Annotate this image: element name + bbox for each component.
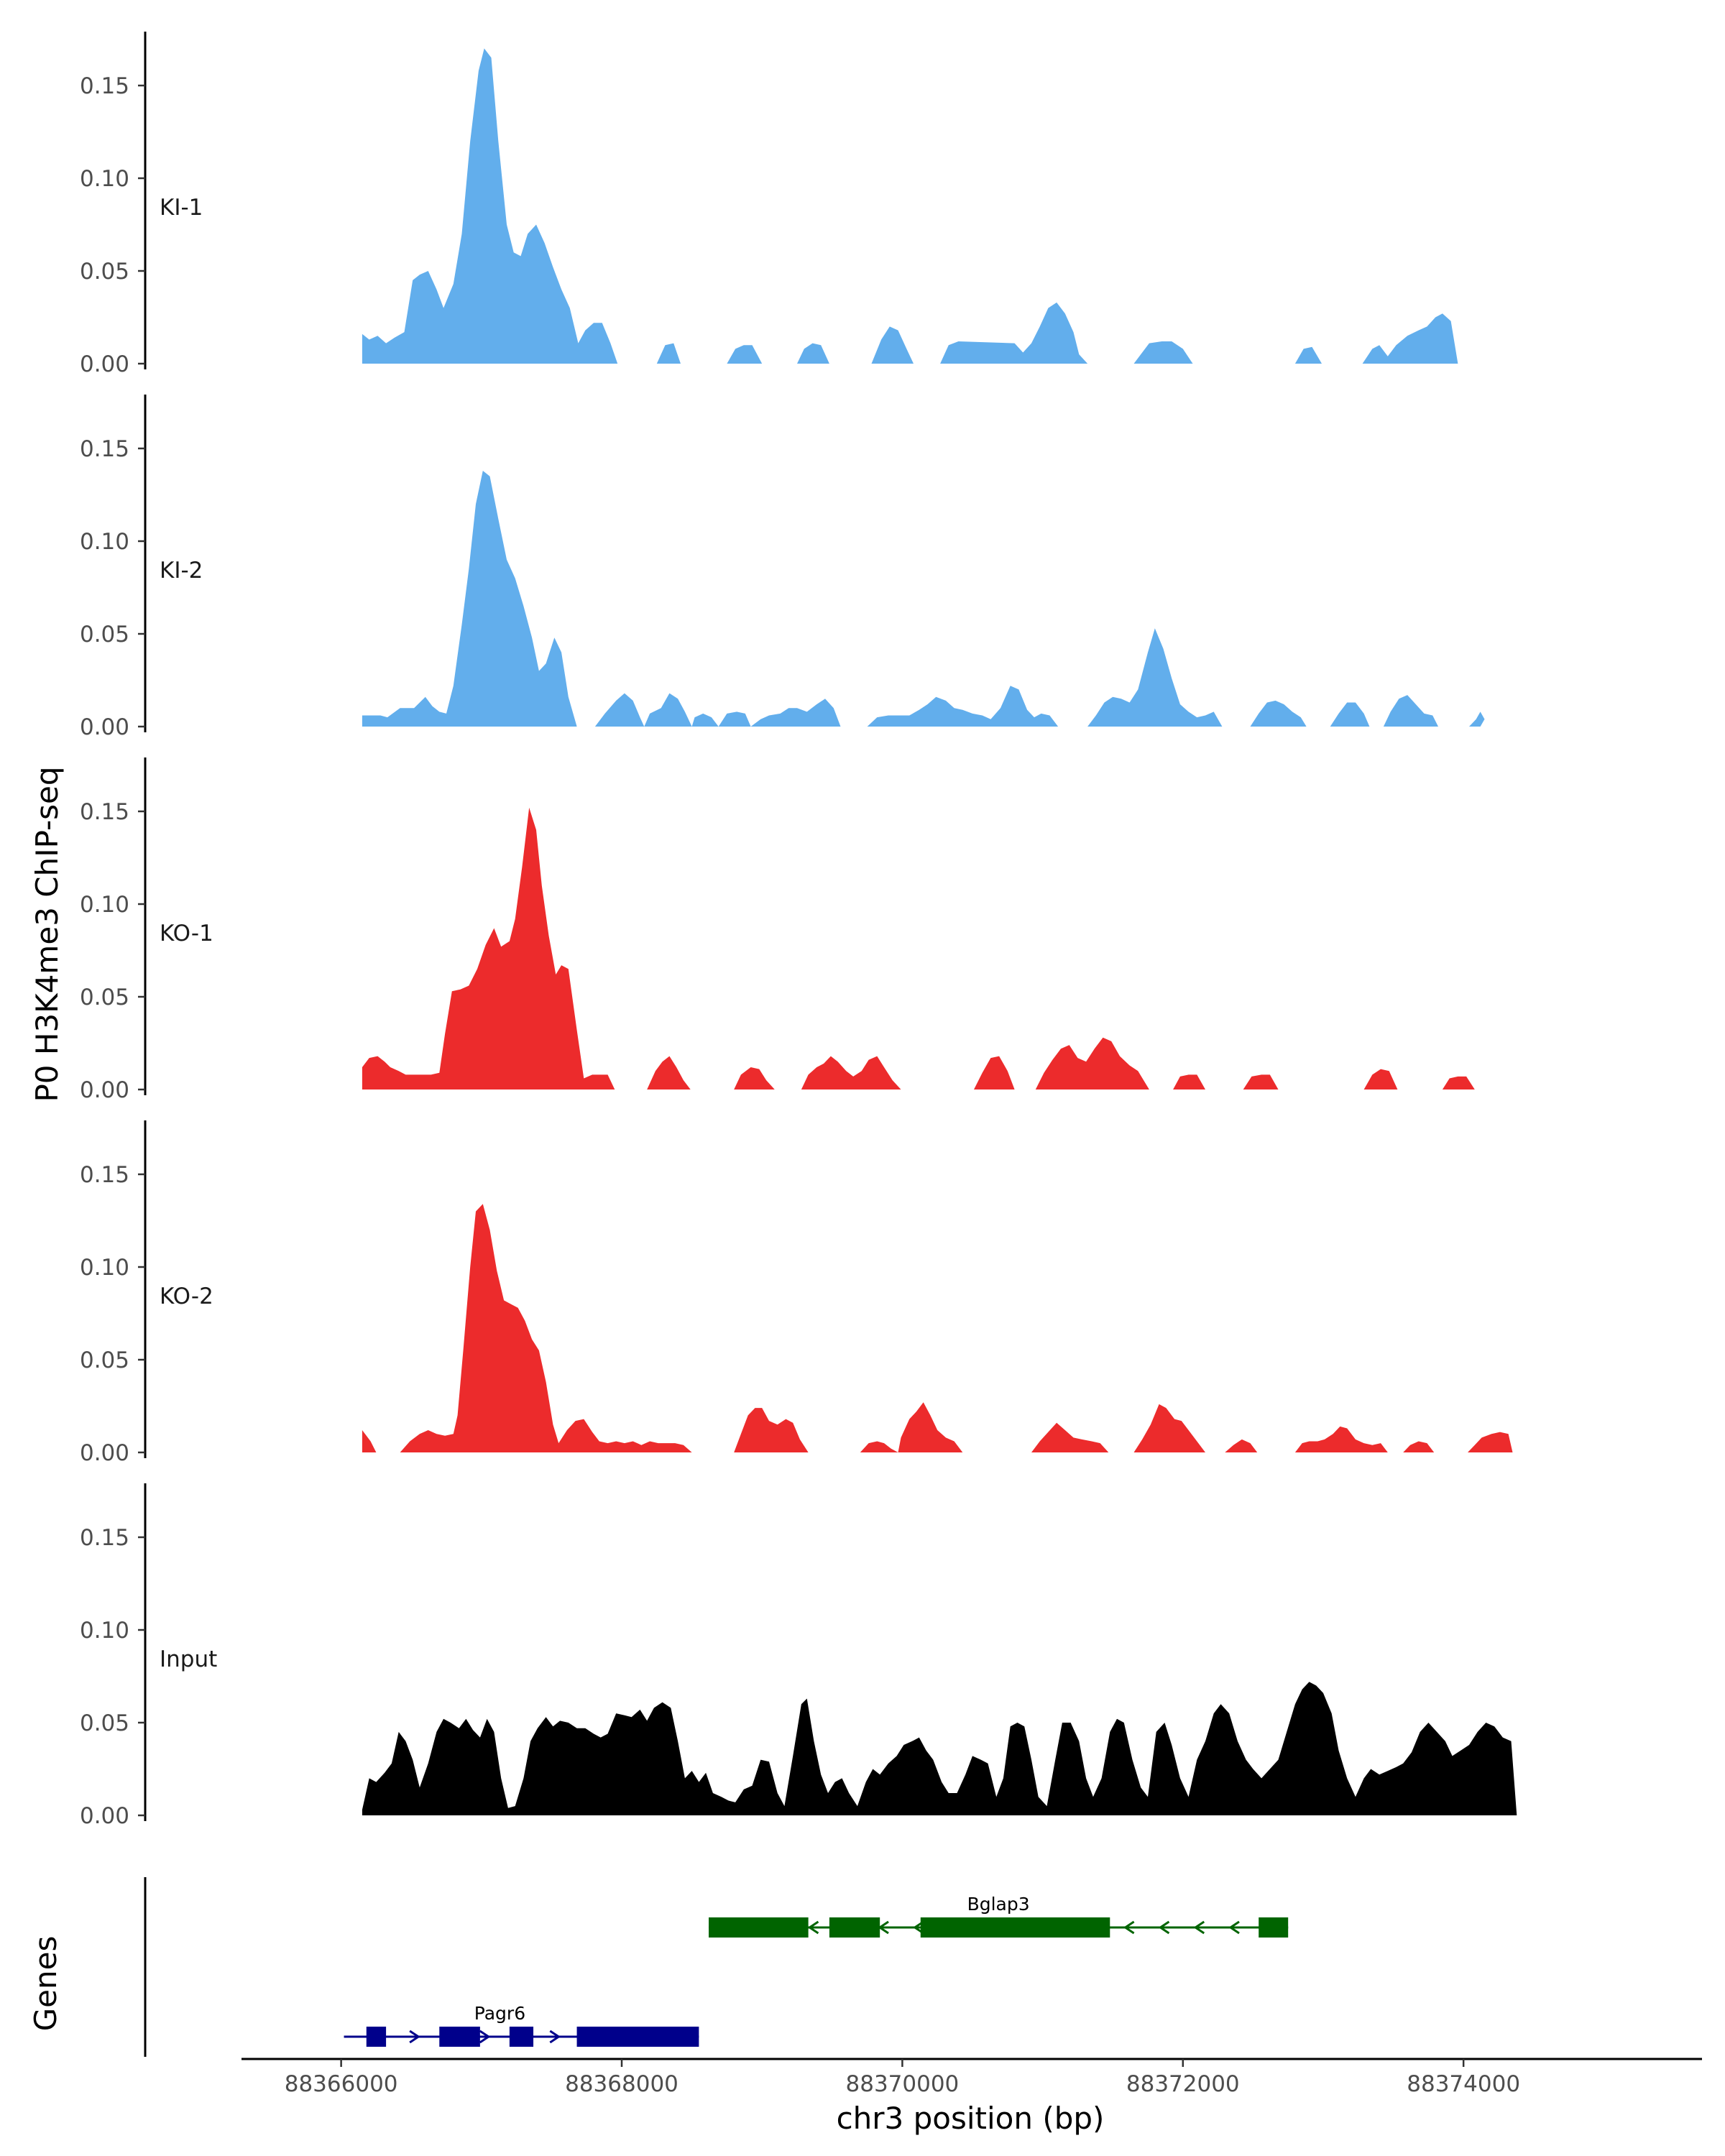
y-tick-label: 0.05: [80, 985, 129, 1010]
gene-exon: [509, 2027, 534, 2047]
y-tick-label: 0.15: [80, 799, 129, 825]
gene-name-label: Bglap3: [967, 1894, 1030, 1915]
y-tick-label: 0.00: [80, 1440, 129, 1466]
x-axis: 88366000 88368000 88370000 88372000 88374000: [242, 2058, 1702, 2097]
y-tick-label: 0.10: [80, 166, 129, 192]
genes-axis-title: Genes: [28, 1936, 63, 2032]
gene-name-label: Pagr6: [474, 2003, 525, 2024]
x-tick-label: 88374000: [1407, 2071, 1520, 2097]
gene-exon: [439, 2027, 480, 2047]
strand-arrow-icon: [1193, 1920, 1205, 1935]
track-panel-ki-2: 0.00 0.05 0.10 0.15 KI-2: [80, 395, 1485, 740]
y-tick-label: 0.05: [80, 1710, 129, 1736]
strand-arrow-icon: [1158, 1920, 1170, 1935]
y-tick-label: 0.00: [80, 351, 129, 377]
signal-area-input: [362, 1682, 1517, 1815]
gene-exon: [709, 1917, 809, 1938]
strand-arrow-icon: [807, 1920, 819, 1935]
y-tick-label: 0.10: [80, 1618, 129, 1644]
y-tick-label: 0.00: [80, 1077, 129, 1103]
track-label: KO-2: [160, 1284, 213, 1309]
track-label: KO-1: [160, 921, 213, 946]
track-panel-ko-1: 0.00 0.05 0.10 0.15 KO-1: [80, 757, 1475, 1103]
track-panel-input: 0.00 0.05 0.10 0.15 Input: [80, 1483, 1517, 1829]
y-tick-label: 0.00: [80, 1803, 129, 1829]
track-panels: 0.00 0.05 0.10 0.15 KI-1 0.00 0.05 0.10 0.15 KI-2…: [80, 32, 1517, 1829]
y-tick-label: 0.05: [80, 1348, 129, 1373]
track-panel-ko-2: 0.00 0.05 0.10 0.15 KO-2: [80, 1120, 1513, 1466]
y-tick-label: 0.00: [80, 714, 129, 740]
y-tick-label: 0.10: [80, 529, 129, 555]
gene-exon: [920, 1917, 1110, 1938]
signal-area-ki-1: [362, 48, 1458, 364]
x-tick-label: 88372000: [1126, 2071, 1240, 2097]
x-tick-label: 88368000: [565, 2071, 678, 2097]
strand-arrow-icon: [1228, 1920, 1240, 1935]
strand-arrow-icon: [1123, 1920, 1135, 1935]
y-tick-label: 0.05: [80, 259, 129, 285]
signal-area-ko-2: [362, 1204, 1513, 1452]
gene-exon: [576, 2027, 699, 2047]
x-tick-label: 88370000: [846, 2071, 960, 2097]
genes-panel: Bglap3 Pagr6: [144, 1877, 1289, 2057]
strand-arrow-icon: [479, 2030, 491, 2044]
gene-exon: [366, 2027, 387, 2047]
track-panel-ki-1: 0.00 0.05 0.10 0.15 KI-1: [80, 32, 1458, 377]
track-label: KI-2: [160, 558, 203, 584]
y-tick-label: 0.15: [80, 436, 129, 462]
y-tick-label: 0.15: [80, 73, 129, 99]
x-axis-title: chr3 position (bp): [837, 2101, 1105, 2136]
y-tick-label: 0.05: [80, 622, 129, 648]
track-label: KI-1: [160, 195, 203, 221]
x-tick-label: 88366000: [285, 2071, 398, 2097]
y-tick-label: 0.10: [80, 1255, 129, 1281]
gene-bglap3: Bglap3: [709, 1894, 1289, 1938]
track-label: Input: [160, 1646, 217, 1672]
gene-exon: [829, 1917, 880, 1938]
y-tick-label: 0.15: [80, 1162, 129, 1188]
y-tick-label: 0.10: [80, 892, 129, 918]
y-axis-title: P0 H3K4me3 ChIP-seq: [29, 766, 65, 1102]
y-tick-label: 0.15: [80, 1525, 129, 1551]
strand-arrow-icon: [549, 2030, 561, 2044]
gene-exon: [1259, 1917, 1289, 1938]
signal-area-ki-2: [362, 471, 1485, 727]
strand-arrow-icon: [409, 2030, 420, 2044]
signal-area-ko-1: [362, 807, 1475, 1089]
gene-pagr6: Pagr6: [344, 2003, 699, 2047]
